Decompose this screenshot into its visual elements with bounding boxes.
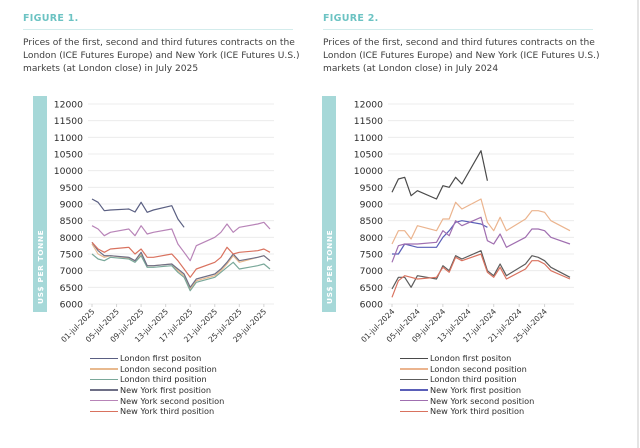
figure-1-description: Prices of the first, second and third fu… — [23, 38, 300, 74]
legend-swatch — [90, 389, 118, 391]
legend-swatch — [400, 368, 428, 370]
legend-item: New York first position — [90, 385, 224, 396]
figure-2-description: Prices of the first, second and third fu… — [323, 38, 600, 74]
legend-item: London third position — [90, 374, 224, 385]
legend-item: London first positon — [400, 353, 534, 364]
y-tick-label: 12000 — [354, 100, 383, 111]
y-tick-label: 11000 — [54, 133, 83, 144]
y-tick-label: 7000 — [60, 266, 84, 277]
y-axis-label: US$ PER TONNE — [325, 230, 334, 304]
y-tick-label: 9500 — [360, 183, 384, 194]
legend-swatch — [400, 410, 428, 412]
series-line-new-york-second-position — [91, 221, 271, 262]
legend-swatch — [90, 410, 118, 412]
y-tick-label: 9000 — [60, 200, 84, 211]
legend-label: New York third position — [430, 406, 525, 417]
figure-1-label: FIGURE 1. — [23, 13, 79, 24]
y-tick-label: 8500 — [360, 216, 384, 227]
legend-label: New York second position — [120, 395, 225, 406]
legend-item: New York third position — [400, 406, 534, 417]
y-tick-label: 8500 — [60, 216, 84, 227]
y-tick-label: 7500 — [360, 250, 384, 261]
legend-label: London second position — [120, 363, 217, 374]
legend-label: New York first position — [120, 385, 212, 396]
y-tick-label: 10500 — [54, 150, 83, 161]
legend-label: New York first position — [430, 385, 522, 396]
series-line-london-third-position — [91, 253, 271, 292]
legend-swatch — [90, 378, 118, 381]
legend-label: London first positon — [430, 353, 512, 364]
y-tick-label: 8000 — [60, 233, 84, 244]
y-tick-label: 11500 — [354, 116, 383, 127]
page-edge — [637, 0, 639, 448]
figure-1-divider — [23, 29, 293, 30]
figure-2-legend: London first positon London second positi… — [400, 353, 534, 417]
y-tick-label: 12000 — [54, 100, 83, 111]
series-line-london-first-positon — [391, 150, 488, 200]
figure-1-legend: London first positon London second positi… — [90, 353, 224, 417]
y-tick-label: 6000 — [360, 300, 384, 311]
legend-item: New York second position — [400, 395, 534, 406]
y-tick-label: 10000 — [54, 166, 83, 177]
y-tick-label: 10500 — [354, 150, 383, 161]
figure-2-chart: US$ PER TONNE 12000 11500 11000 10500 10000 95… — [322, 96, 574, 344]
y-tick-label: 8000 — [360, 233, 384, 244]
y-tick-label: 11500 — [54, 116, 83, 127]
legend-item: London third position — [400, 374, 534, 385]
legend-item: New York second position — [90, 395, 224, 406]
legend-swatch — [400, 389, 428, 391]
y-tick-label: 11000 — [354, 133, 383, 144]
series-line-new-york-first-position — [91, 241, 271, 288]
y-axis-label-band — [322, 96, 336, 312]
y-tick-label: 9000 — [360, 200, 384, 211]
series-line-london-second-position — [91, 243, 271, 290]
legend-item: London second position — [400, 364, 534, 375]
legend-label: London third position — [430, 374, 517, 385]
y-tick-label: 6000 — [60, 300, 84, 311]
y-tick-label: 10000 — [354, 166, 383, 177]
y-tick-label: 6500 — [60, 283, 84, 294]
series-line-london-second-position — [391, 198, 571, 245]
figure-2-label: FIGURE 2. — [323, 13, 379, 24]
series-line-new-york-first-position — [392, 220, 488, 255]
figure-2-divider — [323, 29, 593, 30]
legend-item: New York third position — [90, 406, 224, 417]
y-axis-label: US$ PER TONNE — [36, 230, 45, 304]
legend-item: London first positon — [90, 353, 224, 364]
series-line-new-york-second-position — [391, 216, 571, 263]
legend-item: London second position — [90, 364, 224, 375]
series-line-new-york-third-position — [391, 253, 571, 298]
legend-label: London second position — [430, 363, 527, 374]
y-tick-label: 7500 — [60, 250, 84, 261]
y-tick-label: 6500 — [360, 283, 384, 294]
figure-1-chart: US$ PER TONNE 12000 11500 11000 10500 10000 95… — [33, 96, 274, 344]
legend-item: New York first position — [400, 385, 534, 396]
series-line-new-york-third-position — [91, 241, 271, 278]
legend-swatch — [90, 399, 118, 402]
legend-swatch — [400, 357, 428, 359]
legend-swatch — [90, 368, 118, 370]
legend-label: London first positon — [120, 353, 202, 364]
y-tick-label: 7000 — [360, 266, 384, 277]
legend-label: London third position — [120, 374, 207, 385]
legend-swatch — [400, 378, 428, 381]
legend-swatch — [400, 399, 428, 402]
series-line-london-third-position — [391, 250, 571, 290]
legend-label: New York second position — [430, 395, 535, 406]
series-line-london-first-positon — [91, 198, 185, 228]
y-axis-label-band — [33, 96, 47, 312]
legend-label: New York third position — [120, 406, 215, 417]
legend-swatch — [90, 357, 118, 359]
y-tick-label: 9500 — [60, 183, 84, 194]
